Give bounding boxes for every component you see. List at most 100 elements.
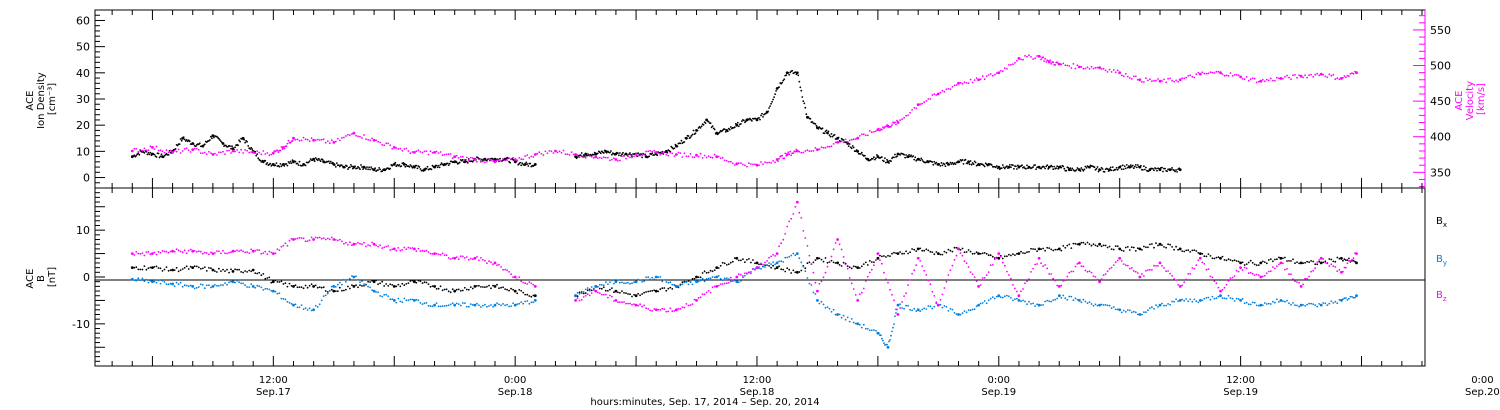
top-density-s0-point-63 bbox=[795, 71, 799, 75]
top-density-s0-trace-dot bbox=[814, 123, 817, 125]
top-velocity-s0-trace-dot bbox=[881, 128, 883, 131]
b-field-s1-trace-dot bbox=[669, 281, 672, 284]
top-velocity-s0-trace-dot bbox=[1338, 78, 1341, 81]
b-field-s2-trace-dot bbox=[512, 276, 514, 279]
b-field-s1-trace-dot bbox=[1338, 298, 1341, 301]
top-density-s0-trace-dot bbox=[294, 160, 297, 163]
b-field-s0-trace-dot bbox=[1330, 258, 1333, 261]
top-density-s0-trace-dot bbox=[447, 164, 450, 167]
top-density-s0-trace-dot bbox=[933, 160, 936, 163]
b-field-s0-trace-dot bbox=[135, 266, 138, 269]
top-velocity-s0-point-36 bbox=[816, 148, 819, 152]
b-field-s1-trace-dot bbox=[1106, 304, 1109, 307]
top-velocity-s0-trace-dot bbox=[1076, 64, 1079, 67]
b-field-s0-trace-dot bbox=[1197, 252, 1200, 254]
b-field-s1-trace-dot bbox=[1122, 309, 1125, 312]
top-velocity-s0-point-21 bbox=[533, 153, 537, 156]
b-field-s2-trace-dot bbox=[1203, 263, 1206, 265]
top-density-s0-trace-dot bbox=[944, 165, 947, 168]
top-velocity-s0-trace-dot bbox=[173, 149, 176, 152]
top-density-s0-trace-dot bbox=[1130, 166, 1133, 168]
top-velocity-s0-trace-dot bbox=[1255, 81, 1258, 84]
b-field-s1-trace-dot bbox=[981, 302, 984, 304]
b-field-s1-trace-dot bbox=[850, 318, 853, 320]
top-density-s0-trace-dot bbox=[1056, 165, 1059, 168]
b-field-s2-trace-dot bbox=[478, 259, 480, 262]
b-field-s2-trace-dot bbox=[425, 249, 428, 252]
b-field-s0-trace-dot bbox=[1153, 246, 1155, 249]
b-field-s2-trace-dot bbox=[387, 245, 390, 247]
b-field-s1-trace-dot bbox=[320, 299, 323, 302]
top-density-s0-trace-dot bbox=[371, 167, 373, 170]
b-field-s0-trace-dot bbox=[1010, 254, 1012, 257]
top-velocity-s0-trace-dot bbox=[363, 134, 365, 136]
top-velocity-s0-trace-dot bbox=[218, 151, 220, 154]
b-field-s1-trace-dot bbox=[1316, 305, 1319, 308]
b-field-s2-point-51 bbox=[1178, 285, 1182, 288]
b-field-s1-trace-dot bbox=[445, 304, 448, 307]
top-density-s0-trace-dot bbox=[782, 79, 785, 82]
b-field-s2-trace-dot bbox=[840, 248, 843, 251]
top-density-s0-trace-dot bbox=[761, 112, 763, 115]
b-field-s0-point-55 bbox=[1259, 261, 1263, 265]
b-field-s2-trace-dot bbox=[842, 256, 845, 258]
top-velocity-s0-trace-dot bbox=[302, 136, 305, 139]
b-field-s1-trace-dot bbox=[1003, 295, 1006, 298]
top-velocity-s0-trace-dot bbox=[611, 158, 613, 161]
b-field-s2-trace-dot bbox=[341, 240, 343, 243]
b-field-s0-trace-dot bbox=[300, 286, 303, 289]
top-density-s0-trace-dot bbox=[448, 162, 451, 165]
b-field-s0-point-8 bbox=[292, 285, 295, 288]
b-field-s0-trace-dot bbox=[945, 251, 948, 254]
top-velocity-s0-trace-dot bbox=[885, 125, 887, 128]
top-density-s0-trace-dot bbox=[641, 156, 643, 159]
top-density-s0-trace-dot bbox=[1126, 166, 1129, 169]
top-velocity-s0-trace-dot bbox=[778, 157, 780, 160]
b-field-s1-trace-dot bbox=[798, 257, 801, 260]
b-field-s0-trace-dot bbox=[320, 286, 323, 289]
b-field-s2-trace-dot bbox=[1349, 260, 1352, 262]
b-field-s1-trace-dot bbox=[1284, 300, 1286, 303]
top-density-s0-trace-dot bbox=[369, 168, 371, 171]
top-velocity-s0-trace-dot bbox=[478, 158, 480, 161]
b-field-s1-trace-dot bbox=[973, 308, 976, 311]
b-field-s1-trace-dot bbox=[480, 306, 482, 308]
b-field-s2-trace-dot bbox=[673, 310, 676, 312]
top-density-s0-trace-dot bbox=[1015, 165, 1017, 168]
top-velocity-s0-trace-dot bbox=[923, 101, 926, 104]
top-velocity-s0-trace-dot bbox=[1034, 57, 1036, 60]
top-density-s0-trace-dot bbox=[1111, 166, 1114, 169]
b-field-s1-trace-dot bbox=[421, 303, 424, 305]
b-field-s1-trace-dot bbox=[443, 305, 446, 307]
top-velocity-s0-trace-dot bbox=[989, 73, 992, 75]
top-density-s0-trace-dot bbox=[743, 119, 745, 122]
b-field-s1-trace-dot bbox=[909, 308, 911, 311]
b-field-s2-trace-dot bbox=[985, 274, 988, 276]
b-field-s2-trace-dot bbox=[860, 291, 863, 294]
top-density-s0-trace-dot bbox=[379, 168, 381, 171]
b-field-s2-trace-dot bbox=[1328, 265, 1331, 267]
b-field-s1-point-6 bbox=[251, 285, 255, 288]
b-field-s2-trace-dot bbox=[1312, 269, 1315, 272]
b-field-s2-trace-dot bbox=[721, 283, 724, 285]
b-field-s0-point-43 bbox=[1017, 252, 1021, 256]
b-field-s1-trace-dot bbox=[784, 256, 787, 259]
b-field-s0-trace-dot bbox=[282, 283, 285, 285]
b-field-s2-trace-dot bbox=[1161, 265, 1163, 267]
b-field-s0-trace-dot bbox=[1134, 250, 1137, 252]
b-field-s2-point-39 bbox=[936, 303, 940, 307]
top-velocity-s0-trace-dot bbox=[379, 141, 381, 144]
b-field-s1-trace-dot bbox=[1012, 299, 1014, 302]
b-field-s1-trace-dot bbox=[359, 281, 361, 284]
b-field-s0-trace-dot bbox=[752, 259, 754, 261]
b-field-s2-point-26 bbox=[675, 308, 678, 312]
b-field-s2-point-45 bbox=[1057, 285, 1061, 288]
b-field-s0-trace-dot bbox=[647, 290, 650, 293]
b-field-s1-trace-dot bbox=[633, 281, 635, 284]
top-velocity-s0-trace-dot bbox=[643, 153, 645, 156]
top-density-s0-trace-dot bbox=[798, 80, 801, 83]
b-field-s1-trace-dot bbox=[1201, 299, 1204, 302]
b-field-s0-trace-dot bbox=[205, 270, 208, 272]
top-velocity-s0-trace-dot bbox=[1143, 81, 1145, 83]
b-field-s2-trace-dot bbox=[157, 250, 160, 253]
